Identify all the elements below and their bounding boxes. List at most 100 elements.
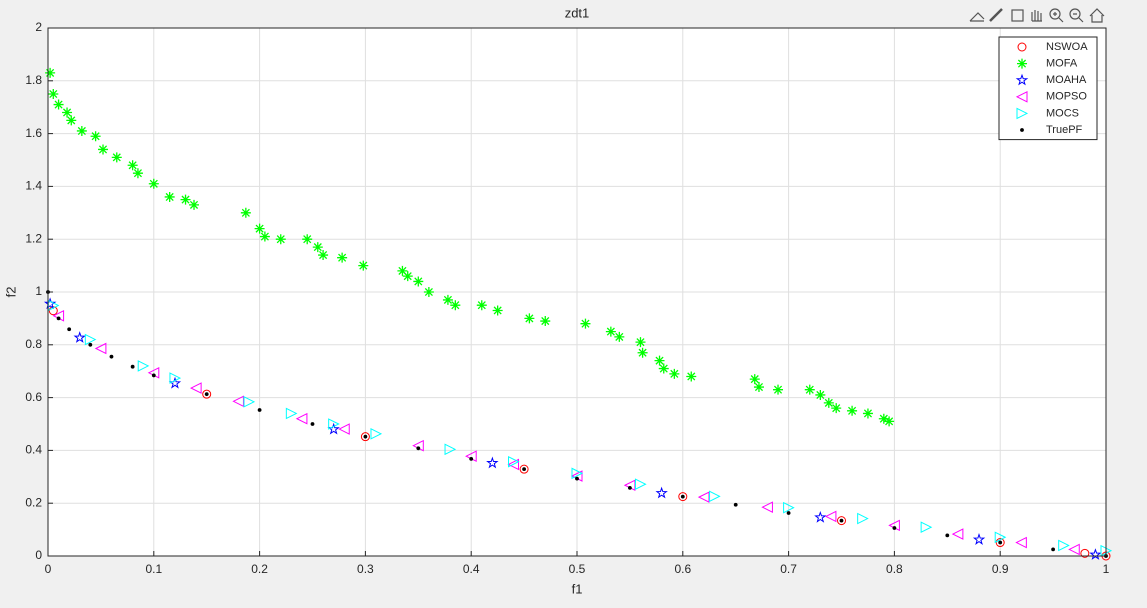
right-triangle-marker (994, 531, 1007, 544)
asterisk-marker (98, 144, 109, 155)
star-marker (43, 297, 57, 310)
pan-icon[interactable] (1031, 10, 1042, 22)
circle-marker (48, 306, 58, 316)
legend-label: MOFA (1046, 58, 1078, 70)
legend-label: TruePF (1046, 124, 1083, 136)
dot-marker (204, 392, 209, 397)
dot-marker (363, 434, 368, 439)
asterisk-marker (753, 382, 764, 393)
right-triangle-marker (783, 501, 795, 514)
asterisk-marker (180, 194, 191, 205)
asterisk-marker (402, 271, 413, 282)
asterisk-marker (189, 199, 200, 210)
dot-marker (628, 485, 632, 490)
star-marker (972, 533, 986, 545)
dot-marker (575, 476, 579, 481)
dot-marker (310, 422, 315, 426)
right-triangle-marker (571, 467, 584, 480)
y-tick-label: 0.4 (25, 443, 42, 457)
dot-marker (130, 364, 135, 369)
asterisk-marker (164, 191, 175, 202)
asterisk-marker (358, 260, 369, 271)
x-tick-label: 0.2 (251, 562, 268, 576)
y-tick-label: 0.2 (25, 495, 42, 509)
x-tick-label: 0.7 (780, 562, 797, 576)
asterisk-marker (318, 250, 329, 261)
x-tick-label: 0.8 (886, 562, 903, 576)
left-triangle-marker (295, 412, 308, 425)
left-triangle-marker (507, 458, 520, 471)
asterisk-marker (62, 107, 73, 118)
y-axis-label: f2 (3, 287, 18, 298)
asterisk-marker (492, 305, 503, 316)
legend: NSWOA MOFA MOAHA MOPSO MOCS TruePF (998, 36, 1098, 141)
left-triangle-marker (1015, 536, 1027, 549)
toolbar (969, 8, 1105, 23)
asterisk-marker (847, 405, 858, 416)
asterisk-marker (48, 89, 59, 99)
left-triangle-marker (94, 342, 107, 355)
y-tick-label: 0 (35, 548, 42, 562)
export-icon[interactable] (969, 12, 985, 22)
y-tick-label: 2 (35, 20, 42, 34)
legend-marker (1020, 128, 1024, 132)
brush-icon[interactable] (989, 8, 1003, 22)
y-tick-label: 1.8 (25, 73, 42, 87)
dot-marker (998, 540, 1003, 545)
left-triangle-marker (338, 423, 350, 435)
right-triangle-marker (137, 360, 150, 372)
asterisk-marker (686, 371, 697, 382)
asterisk-marker (45, 67, 56, 78)
dot-marker (109, 354, 114, 359)
circle-marker (995, 538, 1005, 548)
asterisk-marker (275, 234, 286, 245)
circle-marker (519, 464, 529, 474)
asterisk-marker (132, 168, 143, 179)
asterisk-marker (127, 160, 138, 171)
asterisk-marker (635, 337, 646, 348)
right-triangle-marker (857, 512, 869, 525)
asterisk-marker (815, 389, 826, 400)
asterisk-marker (878, 413, 889, 424)
y-tick-label: 1 (35, 284, 42, 298)
x-tick-label: 0.5 (569, 562, 586, 576)
asterisk-marker (476, 300, 487, 311)
x-tick-label: 0.3 (357, 562, 374, 576)
y-tick-label: 1.4 (25, 179, 42, 193)
legend-label: MOPSO (1046, 91, 1087, 103)
asterisk-marker (450, 300, 461, 311)
legend-marker (1017, 42, 1027, 52)
asterisk-marker (423, 287, 434, 297)
dot-marker (88, 342, 93, 347)
left-triangle-marker (1068, 543, 1080, 556)
asterisk-marker (637, 347, 648, 358)
y-tick-label: 1.6 (25, 126, 42, 140)
home-icon[interactable] (1089, 8, 1105, 23)
asterisk-marker (90, 131, 101, 142)
right-triangle-marker (1058, 539, 1070, 552)
x-tick-label: 1 (1103, 562, 1110, 576)
dot-marker (67, 327, 72, 332)
legend-marker (1016, 107, 1029, 120)
legend-label: NSWOA (1046, 41, 1088, 53)
asterisk-marker (76, 125, 87, 136)
zoom-in-icon[interactable] (1049, 8, 1061, 20)
asterisk-marker (669, 368, 680, 379)
marks (43, 67, 1113, 561)
dot-marker (786, 511, 791, 515)
star-marker (168, 376, 182, 389)
circle-marker (360, 432, 370, 442)
asterisk-marker (66, 115, 77, 126)
x-tick-label: 0.4 (463, 562, 480, 576)
asterisk-marker (397, 265, 408, 276)
asterisk-marker (862, 408, 873, 419)
chart-title: zdt1 (565, 5, 590, 20)
right-triangle-marker (709, 490, 721, 503)
datatip-icon[interactable] (1011, 9, 1024, 22)
star-marker (1089, 548, 1102, 560)
left-triangle-marker (951, 528, 964, 540)
dot-marker (522, 467, 526, 472)
zoom-out-icon[interactable] (1069, 8, 1081, 20)
right-triangle-marker (243, 396, 256, 408)
